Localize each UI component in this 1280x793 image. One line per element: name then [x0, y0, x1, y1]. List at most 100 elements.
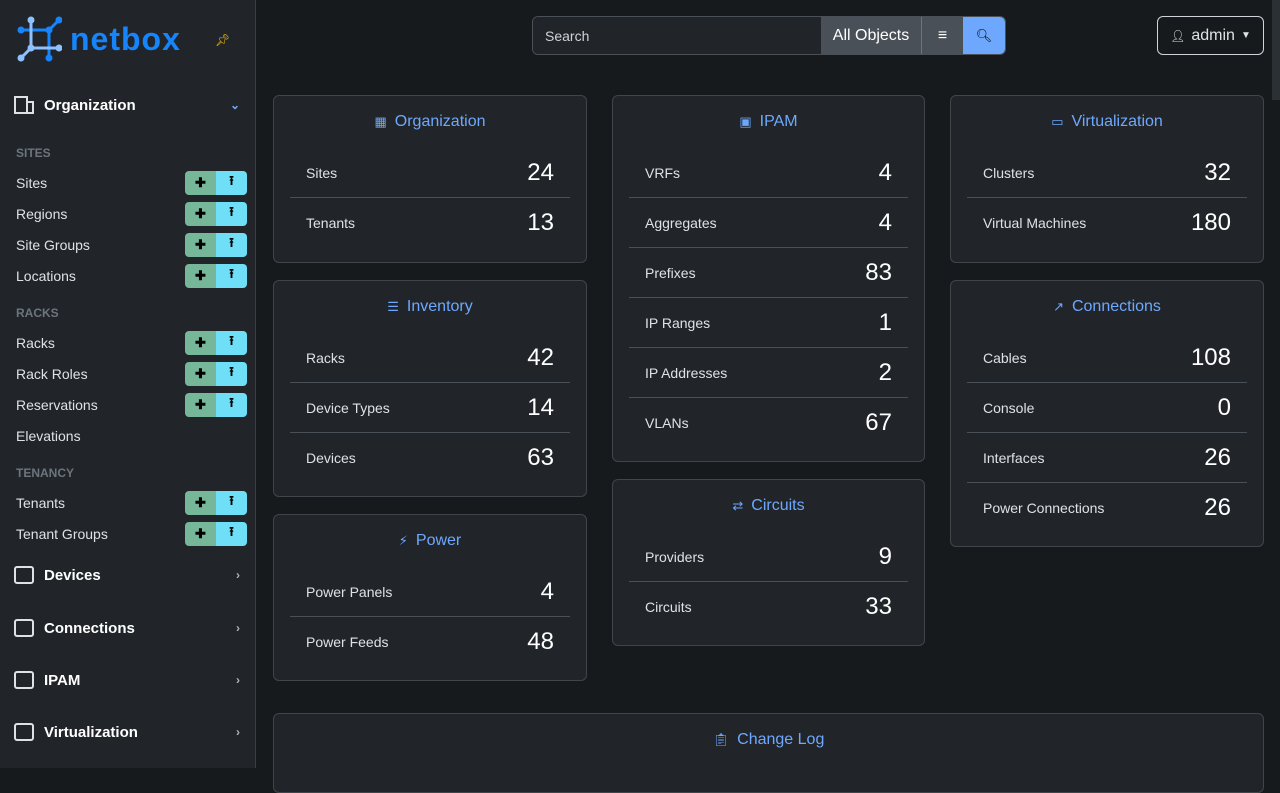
stat-row[interactable]: Providers 9	[629, 532, 908, 582]
card-title: ⇄ Circuits	[613, 480, 924, 532]
nav-group-virtualization[interactable]: Virtualization ›	[14, 722, 240, 742]
add-button[interactable]: ✚	[185, 202, 216, 226]
stat-row[interactable]: Racks 42	[290, 333, 570, 383]
stat-row[interactable]: Interfaces 26	[967, 433, 1247, 483]
pin-icon[interactable]: 📌︎	[215, 33, 231, 47]
nav-group-connections[interactable]: Connections ›	[14, 618, 240, 638]
card-virtualization: ▭ Virtualization Clusters 32 Virtual Machine…	[950, 95, 1264, 263]
import-button[interactable]: ⭱	[216, 202, 247, 226]
card-title-text[interactable]: Inventory	[406, 298, 473, 315]
sidebar-item[interactable]: Rack Roles ✚ ⭱	[16, 362, 247, 386]
user-menu-button[interactable]: 👤︎ admin ▼	[1157, 16, 1264, 55]
stat-count: 83	[865, 258, 892, 286]
card-title-text[interactable]: Virtualization	[1071, 113, 1163, 130]
stat-row[interactable]: Power Connections 26	[967, 483, 1247, 533]
sidebar-item[interactable]: Regions ✚ ⭱	[16, 202, 247, 226]
card-title: ↗ Connections	[951, 281, 1263, 333]
stat-row[interactable]: Device Types 14	[290, 383, 570, 433]
stat-row[interactable]: Power Panels 4	[290, 567, 570, 617]
add-button[interactable]: ✚	[185, 233, 216, 257]
upload-icon: ⭱	[229, 524, 234, 539]
add-button[interactable]: ✚	[185, 331, 216, 355]
chevron-down-icon: ⌄	[229, 98, 240, 112]
object-type-select[interactable]: All Objects	[821, 17, 922, 54]
stat-row[interactable]: Devices 63	[290, 433, 570, 483]
import-button[interactable]: ⭱	[216, 491, 247, 515]
import-button[interactable]: ⭱	[216, 233, 247, 257]
search-input[interactable]	[533, 17, 821, 54]
plus-icon: ✚	[195, 526, 206, 541]
stat-row[interactable]: Aggregates 4	[629, 198, 908, 248]
plus-icon: ✚	[195, 206, 206, 221]
chevron-right-icon: ›	[236, 568, 240, 582]
stat-row[interactable]: IP Ranges 1	[629, 298, 908, 348]
sidebar-item[interactable]: Sites ✚ ⭱	[16, 171, 247, 195]
section-header: TENANCY	[16, 466, 75, 480]
plus-icon: ✚	[195, 175, 206, 190]
import-button[interactable]: ⭱	[216, 362, 247, 386]
sidebar-item[interactable]: Elevations	[16, 424, 247, 448]
circuit-icon: ⇄	[732, 498, 744, 513]
username: admin	[1191, 26, 1235, 44]
card-title-text[interactable]: Change Log	[737, 731, 825, 748]
import-button[interactable]: ⭱	[216, 393, 247, 417]
building-icon	[14, 95, 34, 115]
stat-label: Power Feeds	[306, 634, 389, 650]
chevron-right-icon: ›	[236, 673, 240, 687]
sidebar-item[interactable]: Tenants ✚ ⭱	[16, 491, 247, 515]
import-button[interactable]: ⭱	[216, 331, 247, 355]
stat-row[interactable]: IP Addresses 2	[629, 348, 908, 398]
stat-row[interactable]: Prefixes 83	[629, 248, 908, 298]
sidebar-item[interactable]: Tenant Groups ✚ ⭱	[16, 522, 247, 546]
card-title-text[interactable]: Circuits	[751, 497, 805, 514]
sidebar-item[interactable]: Racks ✚ ⭱	[16, 331, 247, 355]
stat-row[interactable]: Tenants 13	[290, 198, 570, 248]
stat-row[interactable]: Sites 24	[290, 148, 570, 198]
card-title: ▦ Organization	[274, 96, 586, 148]
sidebar-item-label: Racks	[16, 335, 55, 351]
search-button[interactable]: 🔍︎	[963, 17, 1005, 54]
import-button[interactable]: ⭱	[216, 264, 247, 288]
add-button[interactable]: ✚	[185, 264, 216, 288]
stat-row[interactable]: Circuits 33	[629, 582, 908, 632]
sidebar-item-label: Rack Roles	[16, 366, 88, 382]
stat-count: 48	[527, 628, 554, 655]
nav-group-ipam[interactable]: IPAM ›	[14, 670, 240, 690]
card-title: ▭ Virtualization	[951, 96, 1263, 148]
card-title-text[interactable]: Connections	[1071, 298, 1161, 315]
ethernet-icon	[14, 618, 34, 638]
stat-row[interactable]: Cables 108	[967, 333, 1247, 383]
add-button[interactable]: ✚	[185, 393, 216, 417]
import-button[interactable]: ⭱	[216, 171, 247, 195]
import-button[interactable]: ⭱	[216, 522, 247, 546]
add-button[interactable]: ✚	[185, 522, 216, 546]
plus-icon: ✚	[195, 237, 206, 252]
sidebar-item-label: Locations	[16, 268, 76, 284]
add-button[interactable]: ✚	[185, 362, 216, 386]
nav-group-organization[interactable]: Organization ⌄	[14, 95, 240, 115]
netbox-logo[interactable]: netbox	[16, 16, 181, 62]
stat-row[interactable]: Console 0	[967, 383, 1247, 433]
add-button[interactable]: ✚	[185, 491, 216, 515]
upload-icon: ⭱	[229, 266, 234, 281]
nav-group-devices[interactable]: Devices ›	[14, 565, 240, 585]
scrollbar[interactable]	[1272, 0, 1280, 100]
stat-row[interactable]: VLANs 67	[629, 398, 908, 448]
stat-count: 63	[527, 444, 554, 471]
section-header: SITES	[16, 146, 51, 160]
stat-count: 9	[878, 542, 892, 570]
card-title-text[interactable]: IPAM	[759, 113, 798, 130]
card-title-text[interactable]: Organization	[394, 113, 486, 130]
stat-row[interactable]: Power Feeds 48	[290, 617, 570, 667]
card-title-text[interactable]: Power	[415, 532, 462, 549]
stat-label: IP Ranges	[645, 314, 711, 331]
stat-row[interactable]: Clusters 32	[967, 148, 1247, 198]
sidebar-item[interactable]: Locations ✚ ⭱	[16, 264, 247, 288]
add-button[interactable]: ✚	[185, 171, 216, 195]
stat-row[interactable]: VRFs 4	[629, 148, 908, 198]
stat-row[interactable]: Virtual Machines 180	[967, 198, 1247, 248]
card-title: ☰ Inventory	[274, 281, 586, 333]
sidebar-item[interactable]: Reservations ✚ ⭱	[16, 393, 247, 417]
filter-button[interactable]: ≡	[922, 17, 963, 54]
sidebar-item[interactable]: Site Groups ✚ ⭱	[16, 233, 247, 257]
